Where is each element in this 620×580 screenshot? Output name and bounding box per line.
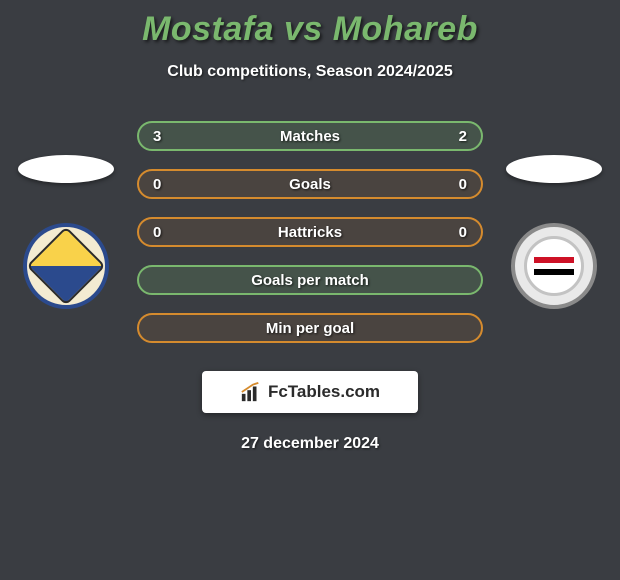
right-player-photo-placeholder xyxy=(506,155,602,183)
branding-badge: FcTables.com xyxy=(202,371,418,413)
stat-label: Hattricks xyxy=(278,224,342,241)
right-club-badge-inner xyxy=(524,236,584,296)
comparison-subtitle: Club competitions, Season 2024/2025 xyxy=(167,63,452,81)
stat-right-value: 2 xyxy=(459,128,467,145)
stat-right-value: 0 xyxy=(459,224,467,241)
comparison-title: Mostafa vs Mohareb xyxy=(142,10,478,49)
stat-label: Min per goal xyxy=(266,320,354,337)
stat-pill: 0 Hattricks 0 xyxy=(137,217,483,247)
stat-right-value: 0 xyxy=(459,176,467,193)
stat-label: Matches xyxy=(280,128,340,145)
comparison-date: 27 december 2024 xyxy=(241,435,379,453)
stat-left-value: 0 xyxy=(153,176,161,193)
stat-pill: Min per goal xyxy=(137,313,483,343)
stats-column: 3 Matches 2 0 Goals 0 0 Hattricks 0 Goals per mat… xyxy=(137,121,483,343)
stat-label: Goals xyxy=(289,176,331,193)
left-club-badge-shield xyxy=(26,226,105,305)
left-player-column xyxy=(11,155,121,309)
right-club-badge xyxy=(511,223,597,309)
right-club-flag xyxy=(534,257,574,275)
stat-pill: 0 Goals 0 xyxy=(137,169,483,199)
stat-pill: 3 Matches 2 xyxy=(137,121,483,151)
stat-left-value: 3 xyxy=(153,128,161,145)
chart-icon xyxy=(240,381,262,403)
comparison-body: 3 Matches 2 0 Goals 0 0 Hattricks 0 Goals per mat… xyxy=(0,121,620,343)
flag-stripe-bot xyxy=(534,269,574,275)
stat-label: Goals per match xyxy=(251,272,369,289)
branding-text: FcTables.com xyxy=(268,382,380,402)
stat-pill: Goals per match xyxy=(137,265,483,295)
left-club-badge xyxy=(23,223,109,309)
right-player-column xyxy=(499,155,609,309)
stat-left-value: 0 xyxy=(153,224,161,241)
left-player-photo-placeholder xyxy=(18,155,114,183)
